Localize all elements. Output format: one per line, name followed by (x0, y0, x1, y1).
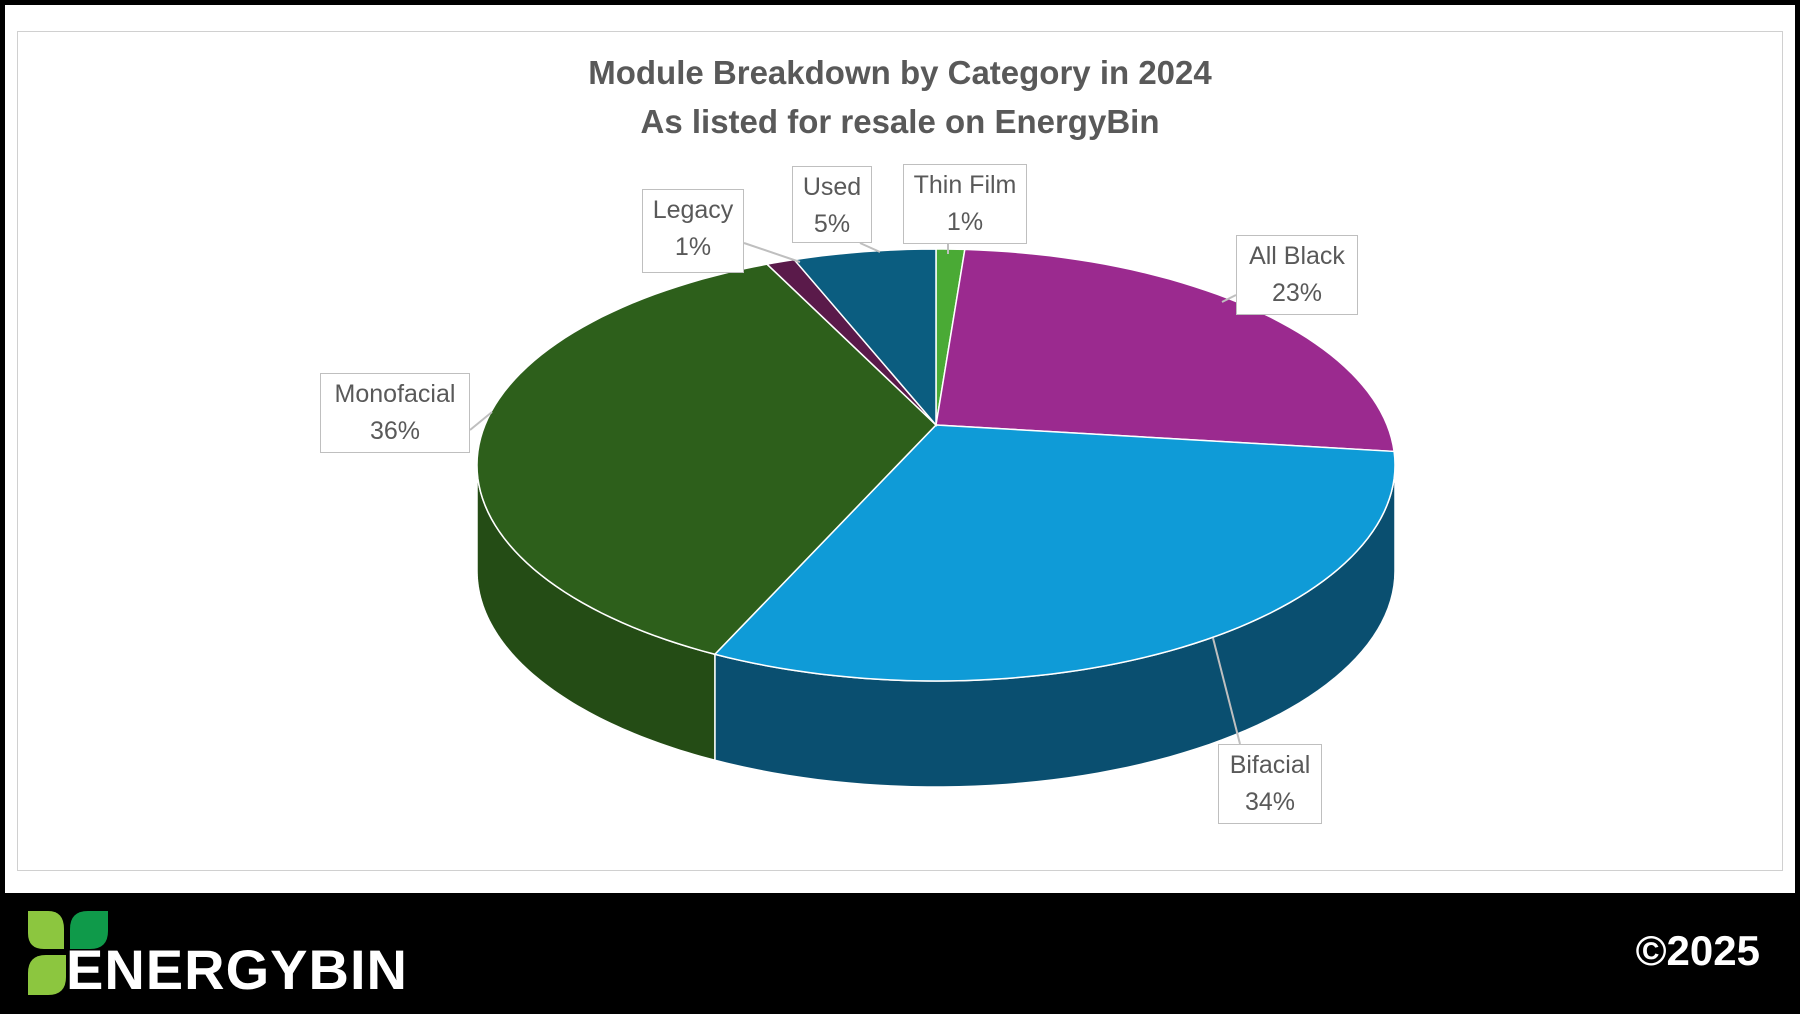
copyright: ©2025 (1635, 927, 1760, 974)
leader-line-bifacial (1212, 637, 1241, 745)
energybin-leaf-logo-icon (28, 911, 108, 995)
pie-slice-monofacial[interactable] (476, 263, 938, 656)
data-label-monofacial: Monofacial 36% (320, 373, 470, 453)
pie-slice-used[interactable] (792, 248, 937, 428)
data-label-thin-film: Thin Film 1% (903, 164, 1027, 244)
data-label-used: Used 5% (792, 166, 872, 243)
leader-line-monofacial (469, 411, 493, 431)
data-label-all-black: All Black 23% (1236, 235, 1358, 315)
chart-subtitle: As listed for resale on EnergyBin (640, 103, 1160, 140)
leader-line-used (859, 242, 881, 253)
leader-line-all-black (1221, 294, 1237, 303)
chart-title: Module Breakdown by Category in 2024 (588, 54, 1212, 91)
data-label-bifacial: Bifacial 34% (1218, 744, 1322, 824)
leader-line-legacy (743, 242, 801, 263)
data-label-legacy: Legacy 1% (642, 189, 744, 273)
footer: ENERGYBIN ©2025 (0, 895, 1800, 1014)
chart-frame (17, 31, 1783, 871)
brand-wordmark: ENERGYBIN (66, 938, 408, 1001)
pie-chart (469, 242, 1396, 788)
pie-slice-bifacial[interactable] (713, 424, 1396, 682)
